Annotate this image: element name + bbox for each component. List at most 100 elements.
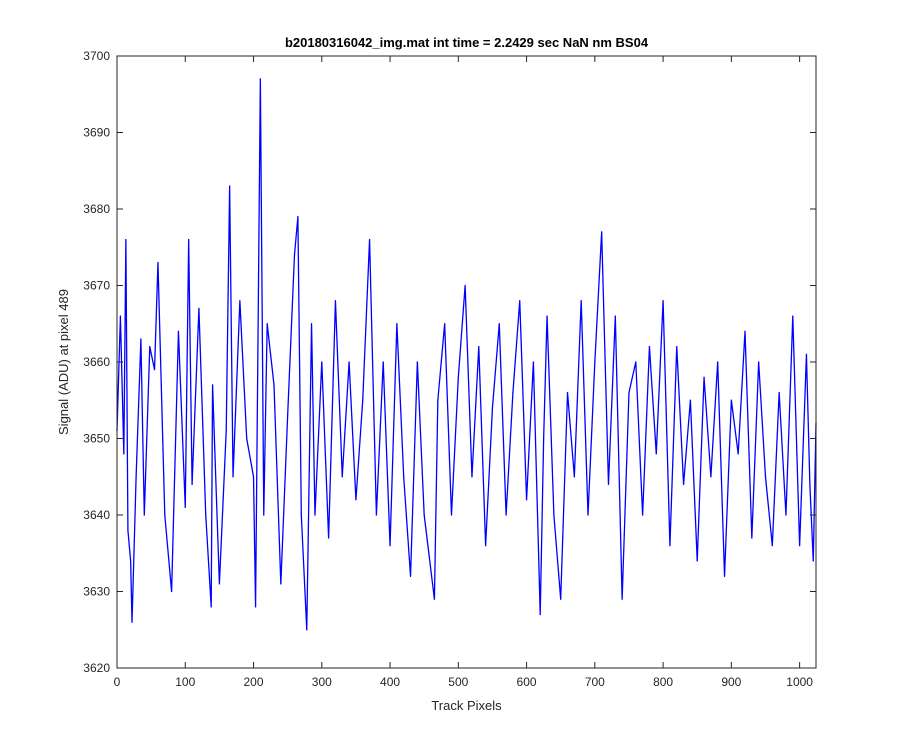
data-point	[669, 545, 671, 547]
data-point	[642, 514, 644, 516]
data-point	[287, 414, 289, 417]
data-point	[696, 560, 698, 562]
y-tick-label: 3630	[83, 585, 110, 599]
plot-area	[117, 56, 816, 668]
data-point	[389, 545, 391, 547]
x-tick-label: 900	[721, 675, 741, 689]
data-point	[799, 545, 801, 547]
y-tick-label: 3700	[83, 49, 110, 63]
data-point	[594, 361, 596, 363]
data-point	[771, 545, 773, 547]
data-point	[607, 483, 610, 485]
data-point	[263, 514, 265, 516]
data-point	[153, 369, 156, 371]
data-point	[792, 315, 794, 317]
data-point	[375, 514, 377, 516]
data-point	[532, 361, 534, 363]
y-axis-label: Signal (ADU) at pixel 489	[56, 289, 71, 435]
data-point	[614, 315, 616, 317]
data-point	[621, 598, 623, 600]
x-tick-label: 600	[517, 675, 537, 689]
data-point	[546, 315, 548, 317]
data-point	[689, 399, 691, 401]
data-point	[450, 514, 453, 516]
data-point	[157, 261, 159, 264]
data-point	[211, 384, 214, 386]
data-point	[131, 621, 133, 623]
data-point	[543, 437, 545, 440]
x-tick-label: 800	[653, 675, 673, 689]
data-point	[478, 346, 480, 348]
data-point	[259, 78, 261, 80]
data-point	[566, 392, 569, 394]
x-tick-label: 200	[244, 675, 264, 689]
data-point	[751, 537, 753, 539]
data-point	[573, 476, 575, 478]
data-point	[717, 361, 719, 363]
data-point	[812, 560, 814, 562]
data-point	[580, 300, 582, 302]
data-point	[273, 384, 275, 386]
data-point	[764, 476, 767, 478]
data-point	[328, 537, 330, 539]
data-point	[321, 361, 323, 363]
y-tick-label: 3680	[83, 202, 110, 216]
data-point	[396, 323, 398, 325]
x-tick-label: 100	[175, 675, 195, 689]
data-point	[382, 361, 384, 363]
data-point	[293, 254, 296, 256]
data-point	[628, 392, 630, 394]
data-point	[785, 514, 787, 516]
data-point	[355, 499, 357, 501]
data-point	[587, 514, 589, 516]
y-tick-label: 3690	[83, 126, 110, 140]
data-point	[239, 300, 241, 302]
data-point	[601, 231, 603, 233]
data-point	[232, 476, 234, 478]
data-point	[778, 392, 780, 394]
data-point	[140, 338, 142, 340]
data-point	[119, 315, 122, 317]
x-tick-label: 0	[114, 675, 121, 689]
data-point	[348, 361, 350, 363]
x-tick-label: 500	[448, 675, 468, 689]
data-point	[676, 346, 678, 348]
data-point	[498, 323, 500, 325]
x-axis-label: Track Pixels	[431, 698, 502, 713]
data-point	[710, 476, 712, 478]
data-point	[210, 606, 212, 608]
data-point	[525, 499, 528, 501]
x-tick-label: 300	[312, 675, 332, 689]
data-point	[648, 346, 651, 348]
data-point	[266, 323, 268, 325]
data-point	[403, 476, 405, 478]
data-point	[297, 216, 299, 218]
y-tick-label: 3620	[83, 661, 110, 675]
data-point	[164, 514, 166, 516]
data-point	[682, 483, 685, 485]
data-point	[491, 407, 494, 409]
data-point	[737, 453, 739, 455]
data-point	[744, 330, 746, 332]
data-point	[437, 399, 439, 401]
data-point	[177, 330, 180, 332]
y-tick-label: 3660	[83, 355, 110, 369]
data-point	[314, 514, 316, 516]
data-point	[306, 629, 308, 631]
data-point	[184, 506, 186, 508]
data-point	[341, 476, 343, 478]
data-point	[225, 430, 227, 432]
data-point	[300, 514, 302, 516]
data-point	[246, 437, 248, 440]
data-point	[809, 483, 811, 485]
data-point	[229, 185, 231, 187]
data-point	[512, 392, 514, 394]
data-point	[471, 476, 473, 478]
data-point	[723, 575, 726, 577]
data-point	[730, 399, 732, 401]
data-point	[127, 529, 129, 531]
data-point	[655, 453, 657, 455]
data-point	[416, 361, 418, 363]
